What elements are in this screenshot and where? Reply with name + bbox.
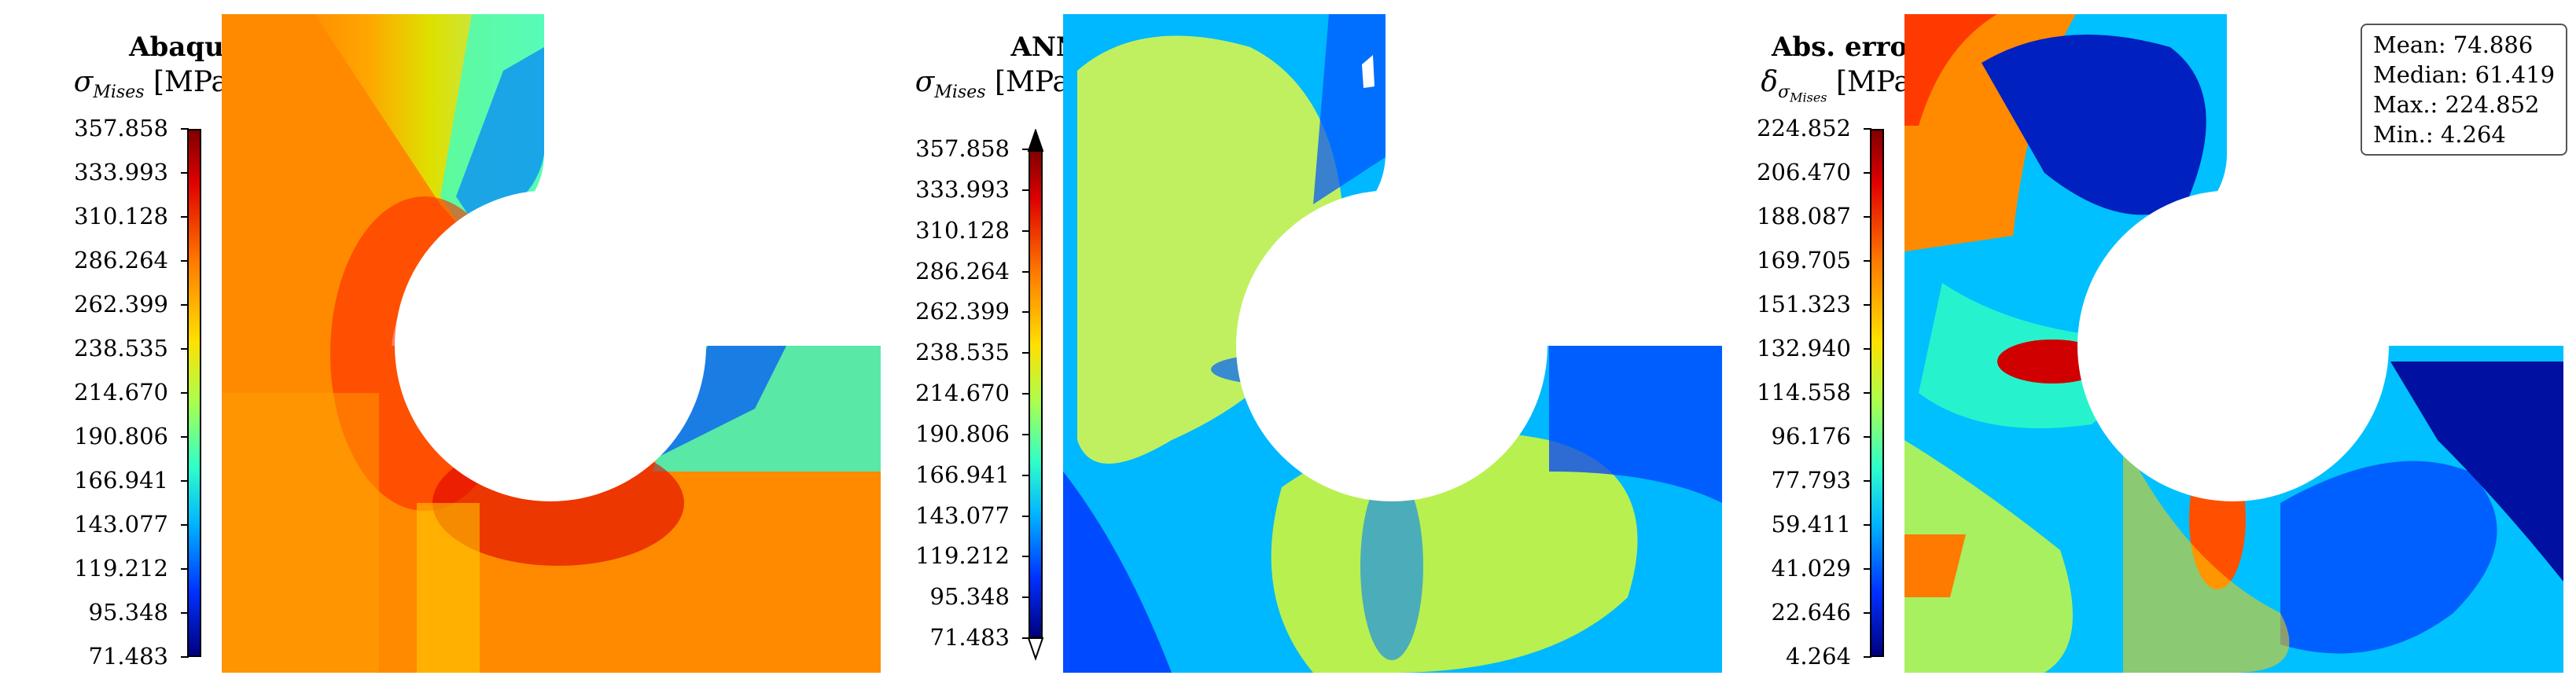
stat-mean: Mean: 74.886 — [2373, 31, 2534, 58]
colorbar-tick-label: 96.176 — [1694, 423, 1871, 450]
stress-field-ann — [1063, 14, 1722, 673]
panel-title: Abs. error — [1771, 31, 1922, 63]
colorbar-tick-label: 143.077 — [852, 502, 1030, 529]
colorbar-tick-label: 77.793 — [1694, 467, 1871, 494]
colorbar-tick-label: 286.264 — [852, 258, 1030, 284]
colorbar-tick-label: 71.483 — [11, 643, 189, 670]
stat-max: Max.: 224.852 — [2373, 91, 2540, 118]
stat-min: Min.: 4.264 — [2373, 121, 2506, 148]
colorbar-tick-label: 95.348 — [11, 599, 189, 626]
colorbar-tick-label: 224.852 — [1694, 115, 1871, 141]
panel-ann: ANN σMises [MPa] 357.858 333.993 310.128 28… — [841, 0, 1722, 690]
colorbar-tick-label: 151.323 — [1694, 291, 1871, 317]
colorbar-tick-label: 114.558 — [1694, 379, 1871, 406]
colorbar-tick-label: 119.212 — [852, 542, 1030, 569]
colorbar-tick-label: 238.535 — [852, 339, 1030, 365]
colorbar-tick-label: 333.993 — [852, 176, 1030, 203]
colorbar-tick-label: 143.077 — [11, 511, 189, 538]
colorbar-tick-label: 238.535 — [11, 335, 189, 362]
colorbar-tick-label: 357.858 — [11, 115, 189, 141]
stress-field-abaqus — [222, 14, 881, 673]
colorbar-tick-label: 71.483 — [852, 624, 1030, 651]
colorbar-tick-label: 190.806 — [852, 420, 1030, 447]
colorbar-tick-label: 4.264 — [1694, 643, 1871, 670]
colorbar-tick-label: 206.470 — [1694, 159, 1871, 185]
colorbar-tick-label: 41.029 — [1694, 555, 1871, 582]
colorbar-tick-label: 214.670 — [852, 380, 1030, 406]
colorbar-tick-label: 310.128 — [852, 217, 1030, 244]
colorbar-tick-label: 286.264 — [11, 247, 189, 273]
colorbar-tick-label: 188.087 — [1694, 203, 1871, 229]
colorbar-tick-label: 214.670 — [11, 379, 189, 406]
colorbar-tick-label: 119.212 — [11, 555, 189, 582]
colorbar-tick-label: 262.399 — [11, 291, 189, 317]
colorbar-tick-label: 59.411 — [1694, 511, 1871, 538]
colorbar-tick-label: 166.941 — [11, 467, 189, 494]
colorbar-tick-label: 357.858 — [852, 135, 1030, 162]
stat-median: Median: 61.419 — [2373, 61, 2556, 88]
colorbar-tick-label: 262.399 — [852, 298, 1030, 325]
colorbar-tick-label: 132.940 — [1694, 335, 1871, 362]
panel-title: Abaqus — [129, 31, 239, 63]
colorbar-arrows — [1027, 129, 1044, 662]
colorbar-tick-label: 310.128 — [11, 203, 189, 229]
colorbar-tick-label: 166.941 — [852, 461, 1030, 488]
colorbar-tick-label: 333.993 — [11, 159, 189, 185]
panel-abaqus: Abaqus σMises [MPa] 357.858 333.993 310.12… — [0, 0, 881, 690]
colorbar-tick-label: 95.348 — [852, 583, 1030, 610]
colorbar-tick-label: 169.705 — [1694, 247, 1871, 273]
panel-abs-error: Abs. error δσMises [MPa] 224.852 206.470 1… — [1683, 0, 2576, 690]
colorbar-tick-label: 22.646 — [1694, 599, 1871, 626]
stats-box: Mean: 74.886 Median: 61.419 Max.: 224.85… — [2361, 24, 2568, 156]
colorbar-tick-label: 190.806 — [11, 423, 189, 450]
error-field — [1904, 14, 2563, 673]
